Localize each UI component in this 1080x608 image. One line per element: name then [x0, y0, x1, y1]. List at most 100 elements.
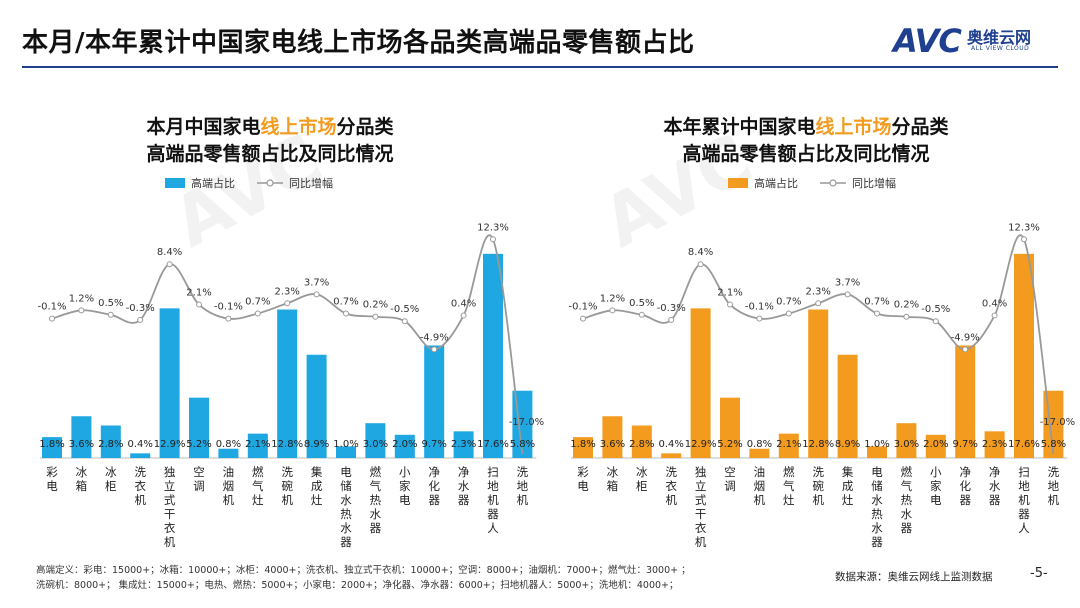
legend-bar-swatch [728, 178, 748, 188]
growth-point [343, 310, 349, 317]
growth-label: -0.1% [745, 302, 774, 313]
bar-label: 2.3% [451, 439, 476, 450]
category-char: 箱 [607, 479, 619, 493]
growth-label: -0.3% [657, 303, 686, 314]
category-char: 器 [901, 521, 913, 535]
category-label: 洗地机 [1048, 465, 1060, 507]
chart-title-part: 分品类 [337, 115, 394, 138]
bar-label: 2.0% [923, 439, 948, 450]
category-char: 机 [487, 493, 499, 507]
growth-point [225, 315, 232, 322]
category-label: 油烟机 [754, 465, 766, 507]
bar-label: 3.0% [363, 439, 388, 450]
bar [602, 416, 623, 458]
growth-point [874, 310, 880, 317]
category-char: 灶 [842, 493, 854, 507]
category-char: 地 [487, 479, 499, 493]
bar [130, 453, 151, 458]
legend-line-marker [266, 179, 274, 187]
growth-label: 0.2% [894, 300, 919, 311]
growth-point [166, 261, 173, 268]
growth-label: 3.7% [304, 277, 329, 288]
category-label: 洗地机 [517, 465, 529, 507]
category-char: 立 [695, 479, 707, 493]
bar-label: 0.8% [216, 439, 241, 450]
growth-point [932, 318, 939, 325]
growth-label: 0.7% [776, 297, 801, 308]
growth-point [49, 315, 55, 322]
category-char: 成 [842, 479, 854, 493]
legend-line-label: 同比增幅 [852, 176, 896, 190]
chart-title-line-1: 本年累计中国家电线上市场分品类 [663, 115, 948, 138]
category-label: 电储水热水器 [871, 465, 883, 549]
bar-label: 2.8% [98, 439, 123, 450]
category-char: 器 [871, 535, 883, 549]
category-char: 家 [930, 479, 942, 493]
data-source: 数据来源：奥维云网线上监测数据 [835, 571, 993, 583]
bar-label: 2.8% [629, 439, 654, 450]
category-char: 碗 [281, 479, 293, 493]
category-char: 器 [458, 493, 470, 507]
bar-label: 1.8% [570, 439, 595, 450]
category-char: 器 [370, 521, 382, 535]
category-char: 净 [989, 465, 1001, 479]
growth-point [580, 315, 586, 322]
category-char: 地 [517, 479, 529, 493]
legend-bar-label: 高端占比 [754, 176, 798, 190]
bar-label: 3.0% [894, 439, 919, 450]
growth-label: 12.3% [477, 222, 509, 233]
bar-label: 12.9% [685, 439, 717, 450]
category-char: 碗 [812, 479, 824, 493]
bar-label: 5.2% [186, 439, 211, 450]
category-char: 电 [399, 493, 411, 507]
growth-label: 12.3% [1008, 222, 1040, 233]
chart-title-line-1: 本月中国家电线上市场分品类 [146, 115, 393, 138]
category-char: 水 [340, 493, 352, 507]
category-char: 地 [1018, 479, 1030, 493]
growth-point [1021, 236, 1027, 243]
bar [42, 437, 62, 458]
bar [984, 431, 1005, 458]
growth-label: 0.7% [864, 297, 889, 308]
growth-label: 1.2% [600, 293, 625, 304]
growth-label: 8.4% [688, 247, 713, 258]
category-char: 化 [959, 479, 971, 493]
category-label: 集成灶 [842, 465, 854, 507]
category-char: 洗 [517, 465, 529, 479]
bar [749, 448, 770, 458]
category-char: 水 [370, 507, 382, 521]
chart-title-part: 本月中国家电 [146, 115, 260, 138]
bar-label: 0.4% [127, 439, 152, 450]
category-char: 水 [901, 507, 913, 521]
category-label: 电储水热水器 [340, 465, 352, 549]
bar-label: 12.9% [154, 439, 186, 450]
growth-label: 0.5% [98, 298, 123, 309]
growth-label: -17.0% [1040, 417, 1075, 428]
growth-label: -0.5% [390, 304, 419, 315]
legend-bar-swatch [165, 178, 185, 188]
growth-label: 0.2% [363, 300, 388, 311]
bar-label: 2.3% [982, 439, 1007, 450]
growth-label: 0.5% [629, 298, 654, 309]
bar [483, 253, 503, 458]
category-label: 洗碗机 [281, 465, 293, 507]
category-label: 净化器 [428, 465, 440, 507]
category-label: 彩电 [577, 465, 589, 493]
growth-label: -4.9% [951, 332, 980, 343]
category-char: 衣 [134, 479, 146, 493]
growth-point [727, 301, 733, 308]
category-label: 油烟机 [223, 465, 235, 507]
growth-point [284, 300, 291, 307]
category-char: 气 [252, 479, 264, 493]
bar [925, 434, 946, 458]
bar [247, 433, 268, 458]
category-char: 电 [577, 479, 589, 493]
growth-label: 1.2% [69, 293, 94, 304]
bar-label: 5.8% [1041, 439, 1066, 450]
category-char: 衣 [665, 479, 677, 493]
category-label: 洗衣机 [665, 465, 677, 507]
bar-label: 12.8% [802, 439, 834, 450]
avc-logo: AVC 奥维云网 ALL VIEW CLOUD [893, 20, 1063, 60]
category-label: 洗碗机 [812, 465, 824, 507]
